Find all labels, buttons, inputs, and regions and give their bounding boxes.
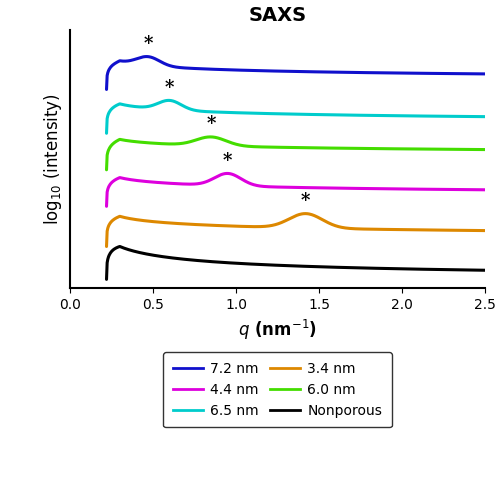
Text: *: * (165, 79, 174, 97)
Text: *: * (223, 152, 232, 170)
Text: *: * (144, 35, 152, 53)
Text: *: * (206, 115, 216, 133)
Title: SAXS: SAXS (248, 6, 306, 25)
X-axis label: $\it{q}$ (nm$^{-1}$): $\it{q}$ (nm$^{-1}$) (238, 318, 317, 341)
Y-axis label: log$_{10}$ (intensity): log$_{10}$ (intensity) (42, 93, 64, 225)
Legend: 7.2 nm, 4.4 nm, 6.5 nm, 3.4 nm, 6.0 nm, Nonporous: 7.2 nm, 4.4 nm, 6.5 nm, 3.4 nm, 6.0 nm, … (163, 352, 392, 427)
Text: *: * (301, 192, 310, 210)
